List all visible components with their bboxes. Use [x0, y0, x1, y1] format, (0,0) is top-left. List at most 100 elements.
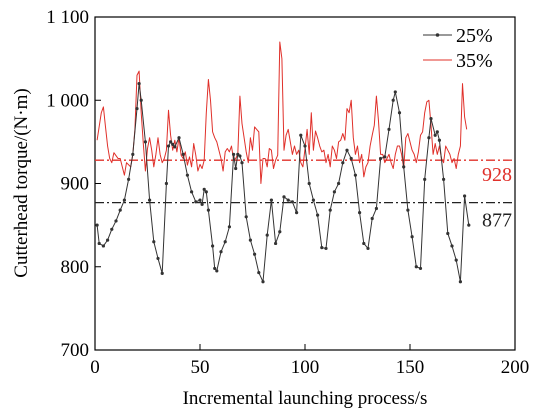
data-point — [106, 238, 110, 242]
data-point — [131, 152, 135, 156]
data-point — [418, 266, 423, 271]
data-point — [261, 280, 265, 284]
data-point — [320, 246, 324, 250]
data-point — [152, 240, 156, 244]
data-point — [370, 216, 374, 221]
data-point — [114, 219, 118, 223]
data-point — [202, 187, 206, 191]
data-point — [177, 136, 181, 140]
data-point — [467, 223, 471, 227]
plot-area-frame — [94, 16, 516, 351]
data-point — [278, 230, 282, 234]
data-point — [164, 181, 168, 186]
data-point — [198, 198, 202, 202]
data-point — [160, 271, 164, 276]
data-point — [387, 127, 391, 131]
x-tick-label: 100 — [291, 357, 320, 378]
data-point — [316, 213, 320, 217]
data-point — [234, 166, 238, 171]
data-point — [148, 198, 152, 202]
data-point — [213, 266, 217, 271]
data-point — [190, 190, 194, 194]
data-point — [374, 206, 378, 211]
data-point — [211, 244, 215, 248]
data-point — [238, 154, 242, 158]
series-layer — [95, 41, 471, 284]
data-point — [379, 156, 383, 161]
data-point — [110, 227, 114, 231]
data-point — [458, 280, 462, 284]
data-point — [171, 142, 175, 146]
x-tick-label: 0 — [90, 357, 100, 378]
data-point — [204, 190, 208, 194]
y-axis-label: Cutterhead torque/(N·m) — [11, 88, 32, 277]
reference-line-label: 928 — [482, 164, 512, 186]
data-point — [227, 225, 231, 229]
x-axis-ticks: 0 50 100 150 200 — [90, 344, 529, 378]
y-tick-label: 800 — [61, 257, 90, 278]
data-point — [248, 238, 252, 242]
legend: 25%35% — [423, 25, 493, 72]
data-point — [429, 116, 433, 121]
data-point — [185, 173, 189, 177]
data-point — [143, 140, 147, 144]
data-point — [414, 265, 418, 269]
data-point — [299, 133, 303, 137]
data-point — [303, 144, 307, 148]
data-point — [137, 82, 141, 86]
data-point — [265, 233, 269, 237]
x-axis-label: Incremental launching process/s — [183, 388, 428, 409]
data-point — [437, 138, 441, 142]
data-point — [442, 177, 446, 181]
x-tick-label: 50 — [191, 357, 210, 378]
data-point — [244, 215, 248, 219]
data-point — [433, 133, 437, 137]
data-point — [307, 181, 311, 186]
data-point — [362, 241, 366, 246]
data-point — [393, 90, 397, 94]
data-point — [311, 198, 315, 202]
data-point — [290, 200, 294, 204]
y-tick-label: 900 — [61, 174, 90, 195]
data-point — [101, 244, 105, 248]
data-point — [435, 130, 439, 134]
y-axis-ticks: 700 800 900 1 000 1 100 — [46, 7, 101, 361]
data-point — [253, 252, 257, 256]
data-point — [450, 244, 454, 248]
data-point — [219, 250, 223, 254]
data-point — [423, 177, 427, 181]
data-point — [324, 246, 328, 251]
data-point — [402, 165, 406, 169]
data-point — [194, 200, 198, 204]
legend-label: 25% — [456, 25, 493, 47]
data-point — [173, 145, 177, 149]
data-point — [337, 181, 341, 186]
data-point — [427, 136, 431, 140]
data-point — [332, 190, 336, 194]
data-point — [397, 111, 402, 115]
data-point — [166, 144, 171, 148]
data-point — [383, 155, 387, 159]
x-tick-label: 200 — [501, 357, 530, 378]
data-point — [127, 177, 131, 181]
data-point — [215, 269, 219, 273]
data-point — [410, 235, 414, 239]
y-tick-label: 1 100 — [46, 7, 89, 28]
data-point — [97, 241, 101, 246]
data-point — [139, 98, 143, 102]
data-point — [240, 161, 244, 165]
data-point — [206, 208, 210, 212]
data-point — [200, 202, 204, 206]
data-point — [328, 208, 332, 212]
reference-line-label: 877 — [482, 210, 512, 232]
data-point — [391, 98, 395, 102]
data-point — [274, 241, 278, 246]
y-tick-label: 700 — [61, 340, 90, 361]
data-point — [353, 173, 357, 177]
data-point — [454, 258, 458, 262]
legend-swatch-marker — [435, 33, 440, 37]
data-point — [156, 256, 160, 261]
data-point — [345, 148, 349, 152]
data-point — [349, 156, 353, 161]
